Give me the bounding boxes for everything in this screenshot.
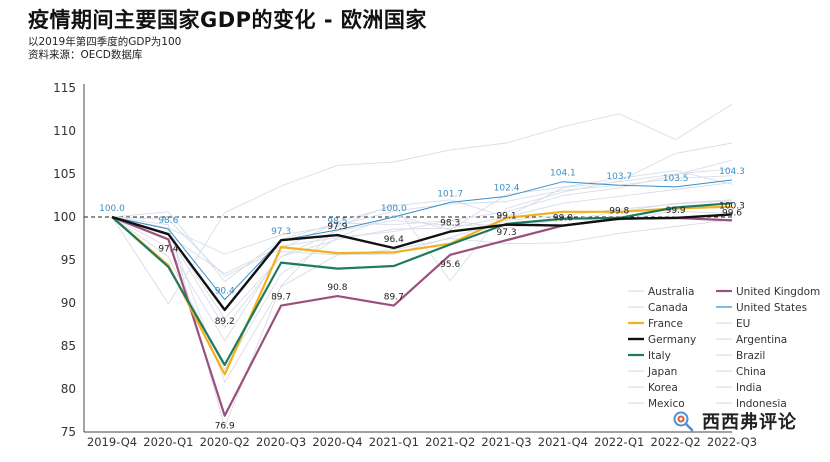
y-tick-label: 75 bbox=[61, 425, 76, 439]
legend-label-china: China bbox=[736, 366, 766, 378]
series-line-united-kingdom bbox=[111, 215, 733, 417]
data-label-united-states: 103.5 bbox=[663, 174, 689, 184]
x-tick-label: 2021-Q2 bbox=[425, 435, 475, 449]
data-label-united-kingdom: 95.6 bbox=[440, 260, 460, 270]
x-tick-label: 2021-Q4 bbox=[538, 435, 588, 449]
x-tick-label: 2019-Q4 bbox=[87, 435, 137, 449]
data-label-germany: 99.1 bbox=[497, 212, 517, 222]
legend-label-korea: Korea bbox=[648, 382, 678, 394]
data-label-united-kingdom: 90.8 bbox=[327, 283, 347, 293]
x-tick-label: 2020-Q2 bbox=[200, 435, 250, 449]
data-label-united-states: 90.4 bbox=[215, 287, 235, 297]
data-label-united-states: 97.3 bbox=[271, 227, 291, 237]
wechat-search-icon bbox=[673, 411, 694, 432]
legend-label-canada: Canada bbox=[648, 302, 688, 314]
y-tick-label: 115 bbox=[53, 81, 76, 95]
data-label-germany: 89.2 bbox=[215, 317, 235, 327]
data-label-united-kingdom: 99.8 bbox=[609, 207, 629, 217]
x-tick-label: 2020-Q4 bbox=[312, 435, 362, 449]
chart-subtitle: 以2019年第四季度的GDP为100 bbox=[28, 36, 182, 48]
series-line-canada bbox=[111, 182, 733, 329]
data-label-united-states: 104.3 bbox=[719, 167, 745, 177]
x-tick-label: 2020-Q1 bbox=[143, 435, 193, 449]
series-line-india bbox=[111, 142, 733, 428]
legend-label-germany: Germany bbox=[648, 334, 696, 346]
series-line-china bbox=[111, 103, 733, 305]
data-label-germany: 98.3 bbox=[440, 219, 460, 229]
data-label-germany: 96.4 bbox=[384, 235, 404, 245]
y-tick-label: 85 bbox=[61, 339, 76, 353]
legend-label-mexico: Mexico bbox=[648, 398, 685, 410]
data-label-united-kingdom: 76.9 bbox=[215, 422, 235, 432]
y-tick-label: 95 bbox=[61, 253, 76, 267]
data-label-united-states: 102.4 bbox=[494, 183, 520, 193]
legend-label-italy: Italy bbox=[648, 350, 671, 362]
data-label-united-kingdom: 99.9 bbox=[666, 206, 686, 216]
data-label-united-states: 98.6 bbox=[158, 216, 178, 226]
y-tick-label: 90 bbox=[61, 296, 76, 310]
data-label-united-states: 100.0 bbox=[99, 204, 125, 214]
watermark-text: 西西弗评论 bbox=[702, 412, 797, 433]
data-label-united-states: 100.0 bbox=[381, 204, 407, 214]
x-tick-label: 2021-Q3 bbox=[481, 435, 531, 449]
data-label-united-kingdom: 89.7 bbox=[271, 293, 291, 303]
data-label-united-kingdom: 97.3 bbox=[497, 228, 517, 238]
watermark: 西西弗评论 bbox=[672, 408, 797, 434]
data-label-germany: 97.9 bbox=[327, 222, 347, 232]
data-label-united-kingdom: 99.0 bbox=[553, 214, 573, 224]
y-tick-label: 110 bbox=[53, 124, 76, 138]
legend-label-france: France bbox=[648, 318, 683, 330]
x-tick-label: 2020-Q3 bbox=[256, 435, 306, 449]
chart-title: 疫情期间主要国家GDP的变化 - 欧洲国家 bbox=[28, 8, 427, 32]
legend-label-india: India bbox=[736, 382, 762, 394]
legend-label-united-states: United States bbox=[736, 302, 807, 314]
series-line-united-states bbox=[111, 179, 733, 301]
data-label-united-kingdom: 99.6 bbox=[722, 208, 742, 218]
legend-label-united-kingdom: United Kingdom bbox=[736, 286, 820, 298]
x-tick-label: 2022-Q1 bbox=[594, 435, 644, 449]
data-label-germany: 100.3 bbox=[719, 201, 745, 211]
series-line-eu bbox=[111, 200, 733, 342]
data-label-united-states: 103.7 bbox=[606, 172, 632, 182]
series-line-italy bbox=[111, 202, 733, 366]
legend-label-australia: Australia bbox=[648, 286, 694, 298]
data-label-united-states: 98.5 bbox=[327, 217, 347, 227]
legend-label-japan: Japan bbox=[647, 366, 677, 378]
x-tick-label: 2022-Q2 bbox=[651, 435, 701, 449]
y-tick-label: 100 bbox=[53, 210, 76, 224]
series-line-france bbox=[111, 205, 733, 376]
data-label-united-kingdom: 97.4 bbox=[158, 244, 178, 254]
y-tick-label: 80 bbox=[61, 382, 76, 396]
data-label-united-kingdom: 89.7 bbox=[384, 293, 404, 303]
legend-label-eu: EU bbox=[736, 318, 750, 330]
x-tick-label: 2021-Q1 bbox=[369, 435, 419, 449]
y-tick-label: 105 bbox=[53, 167, 76, 181]
data-label-united-states: 104.1 bbox=[550, 169, 576, 179]
chart-source: 资料来源：OECD数据库 bbox=[28, 49, 143, 61]
series-line-germany bbox=[111, 213, 733, 312]
legend-label-argentina: Argentina bbox=[736, 334, 787, 346]
data-label-united-states: 101.7 bbox=[437, 189, 463, 199]
legend-label-indonesia: Indonesia bbox=[736, 398, 787, 410]
series-line-korea bbox=[111, 175, 733, 255]
legend-label-brazil: Brazil bbox=[736, 350, 765, 362]
x-tick-label: 2022-Q3 bbox=[707, 435, 757, 449]
